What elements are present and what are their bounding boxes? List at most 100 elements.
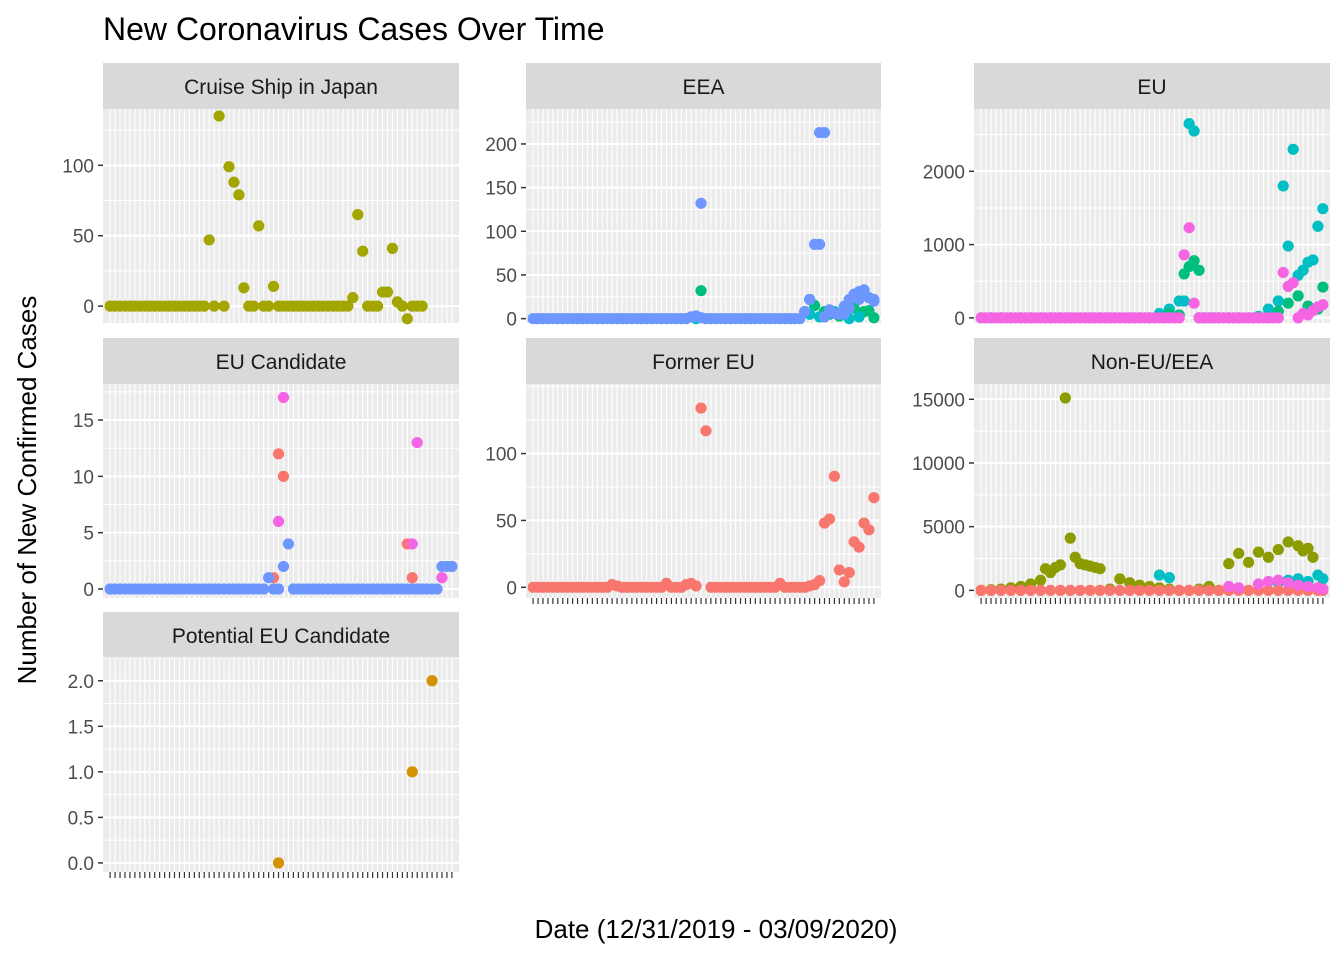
data-point [233,189,245,201]
data-point [828,470,840,482]
data-point [1074,584,1086,596]
data-point [208,300,220,312]
data-point [1213,584,1225,596]
data-point [1252,578,1265,590]
data-point [1034,584,1047,596]
facet-strip-label: EU Candidate [216,351,347,374]
data-point [838,576,850,588]
data-point [823,513,836,525]
data-point [386,242,399,254]
data-point [1242,556,1255,568]
data-point [853,311,865,323]
facet-strip [103,612,459,658]
facet-strip [103,338,459,384]
data-point [347,292,359,304]
y-tick-label: 5000 [923,518,965,539]
data-point [1005,584,1017,596]
data-point [1193,264,1205,276]
data-point [868,492,880,504]
data-point [213,110,225,122]
y-tick-label: 2.0 [68,672,94,693]
data-point [1317,299,1329,311]
data-point [1272,312,1284,324]
data-point [198,300,210,312]
y-tick-label: 0.0 [68,854,94,875]
data-point [833,564,845,576]
facet-panels: Cruise Ship in Japan050100EEA05010015020… [62,63,1330,878]
data-point [690,580,702,592]
data-point [1054,559,1066,571]
data-point [258,583,270,595]
data-point [843,302,855,314]
data-point [1223,558,1235,570]
data-point [1025,584,1037,596]
data-point [1302,580,1314,593]
data-point [1252,546,1265,558]
data-point [352,208,364,221]
data-point [1193,584,1205,596]
data-point [1317,203,1329,215]
y-tick-label: 50 [496,266,517,287]
data-point [277,560,290,573]
facet-strip-label: EEA [682,76,724,99]
data-point [272,448,285,460]
facet-strip-label: Potential EU Candidate [172,625,390,648]
facet-strip-label: Cruise Ship in Japan [184,76,378,99]
data-point [263,572,275,584]
facet-strip-label: EU [1137,76,1166,99]
y-tick-label: 10 [73,467,94,488]
data-point [700,425,712,437]
data-point [1054,584,1066,596]
data-point [1272,574,1284,586]
data-point [695,197,707,209]
data-point [1317,583,1329,595]
facet-panel: Former EU 0 50 100 [485,338,881,604]
data-point [431,583,443,595]
plot-background [526,384,881,598]
data-point [799,306,811,318]
data-point [223,161,235,173]
data-point [863,524,875,536]
data-point [813,575,826,587]
data-point [1064,584,1076,596]
data-point [396,300,408,312]
data-point [282,538,295,550]
y-tick-label: 0 [506,310,517,331]
y-tick-label: 100 [485,222,517,243]
plot-background [974,384,1330,598]
data-point [1297,264,1309,276]
data-point [853,541,865,553]
data-point [843,566,855,579]
facet-strip [526,338,881,384]
y-tick-label: 0 [954,581,965,602]
data-point [1143,584,1156,596]
data-point [1292,579,1304,591]
y-tick-label: 0 [954,309,965,330]
y-tick-label: 0 [83,297,94,318]
data-point [238,282,250,294]
data-point [253,220,265,232]
data-point [1114,573,1126,585]
data-point [975,584,987,596]
data-point [1262,551,1274,563]
data-point [1178,295,1190,307]
data-point [1183,584,1195,596]
data-point [1282,240,1294,252]
facet-strip [526,63,881,109]
facet-strip [974,63,1330,109]
plot-background [974,109,1330,323]
data-point [1114,584,1126,596]
data-point [401,313,413,325]
facet-panel: EU 0 1000 2000 [923,63,1330,330]
data-point [1282,536,1294,548]
data-point [218,300,230,312]
data-point [406,538,418,550]
data-point [1188,255,1200,267]
data-point [263,300,275,312]
y-tick-label: 2000 [923,162,965,183]
y-tick-label: 15 [73,411,94,432]
data-point [1173,584,1185,596]
data-point [1188,297,1200,309]
data-point [411,436,423,449]
